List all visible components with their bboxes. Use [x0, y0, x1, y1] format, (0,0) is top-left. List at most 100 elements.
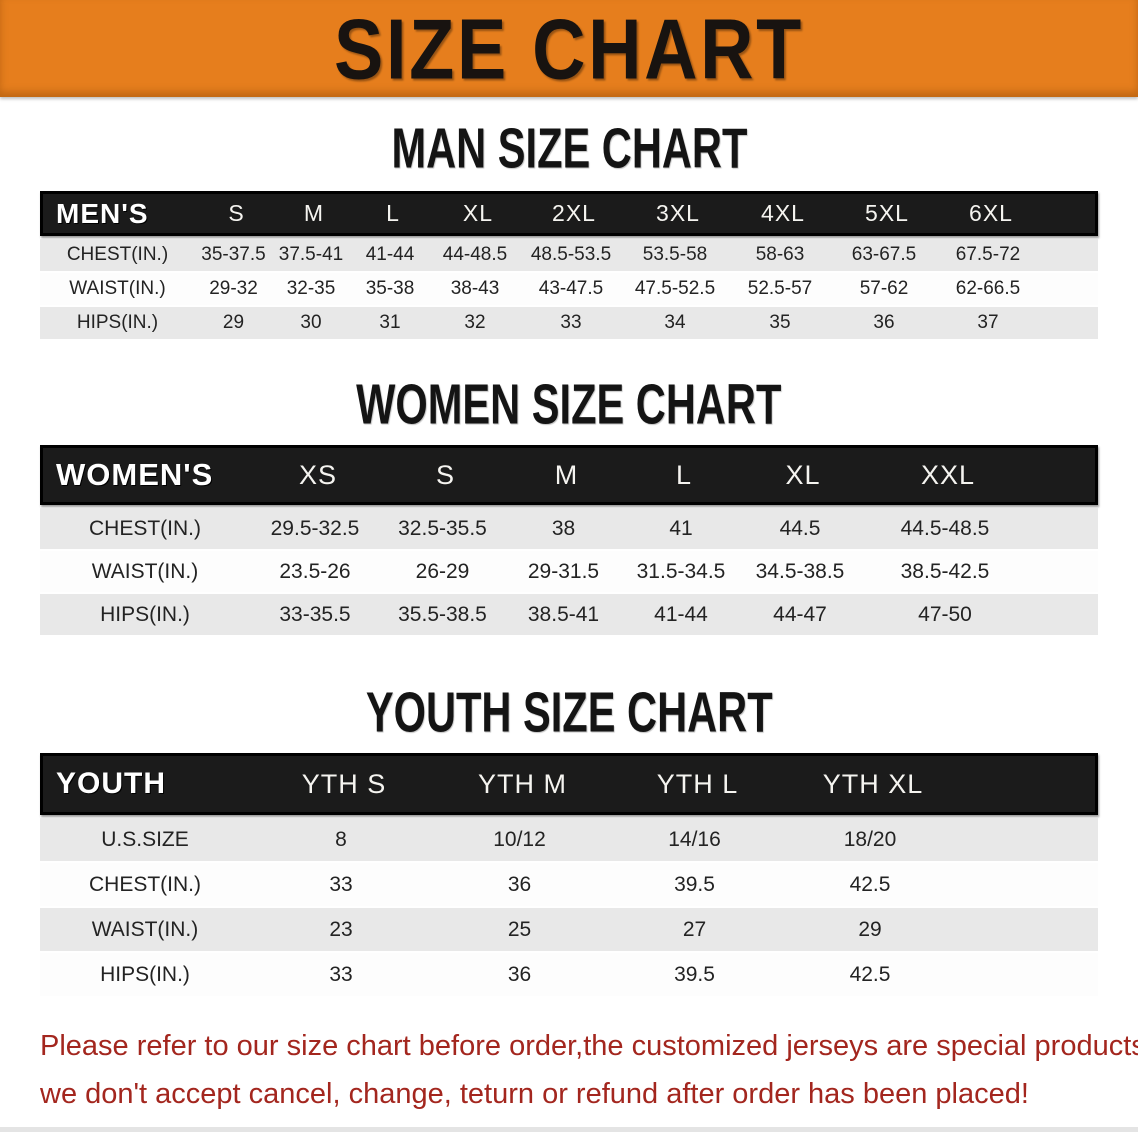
size-value-cell: 31 [379, 312, 401, 333]
women-section-heading: WOMEN SIZE CHART [0, 373, 1138, 437]
size-value-cell: 37.5-41 [278, 244, 344, 265]
men-col-4xl: 4XL [761, 200, 805, 226]
size-value-cell: 29.5-32.5 [270, 516, 360, 540]
size-value-cell: 57-62 [859, 278, 909, 299]
youth-header-label: YOUTH [56, 767, 166, 800]
men-header-label: MEN'S [56, 197, 149, 229]
men-col-5xl: 5XL [865, 200, 909, 226]
size-value-cell: 48.5-53.5 [530, 244, 612, 265]
men-col-2xl: 2XL [552, 200, 596, 226]
women-col-xl: XL [785, 459, 821, 490]
men-waist-row: WAIST(IN.) 29-32 32-35 35-38 38-43 43-47… [40, 273, 1098, 305]
size-value-cell: 8 [335, 827, 347, 851]
women-table-header: WOMEN'S XS S M L XL XXL [40, 445, 1098, 505]
size-value-cell: 29 [222, 312, 245, 333]
size-value-cell: 23 [329, 917, 353, 941]
size-value-cell: 32-35 [286, 278, 336, 299]
size-value-cell: 53.5-58 [642, 244, 708, 265]
women-col-s: S [435, 459, 455, 490]
banner: SIZE CHART [0, 0, 1138, 97]
row-label: HIPS(IN.) [76, 312, 159, 333]
size-value-cell: 32 [464, 312, 486, 333]
row-label: CHEST(IN.) [89, 516, 201, 540]
size-value-cell: 44.5-48.5 [900, 516, 990, 540]
size-value-cell: 33 [329, 962, 353, 986]
size-value-cell: 38 [551, 516, 576, 540]
size-value-cell: 29-32 [209, 278, 258, 299]
women-heading-text: WOMEN SIZE CHART [356, 373, 782, 437]
size-value-cell: 44.5 [779, 516, 821, 540]
youth-ussize-row: U.S.SIZE 8 10/12 14/16 18/20 [40, 818, 1098, 861]
women-col-m: M [554, 459, 579, 490]
size-value-cell: 33-35.5 [279, 602, 351, 626]
women-waist-row: WAIST(IN.) 23.5-26 26-29 29-31.5 31.5-34… [40, 551, 1098, 592]
size-value-cell: 36 [507, 962, 532, 986]
size-value-cell: 38.5-41 [527, 602, 600, 626]
size-value-cell: 29 [858, 917, 882, 941]
disclaimer-line-1: Please refer to our size chart before or… [40, 1030, 1138, 1062]
size-value-cell: 33 [329, 872, 353, 896]
disclaimer: Please refer to our size chart before or… [40, 1022, 1138, 1118]
men-col-xl: XL [462, 200, 494, 226]
size-value-cell: 47.5-52.5 [634, 278, 716, 299]
youth-chest-row: CHEST(IN.) 33 36 39.5 42.5 [40, 863, 1098, 906]
size-value-cell: 10/12 [493, 827, 546, 851]
row-label: CHEST(IN.) [89, 872, 201, 896]
row-label: WAIST(IN.) [91, 559, 199, 583]
row-label: CHEST(IN.) [66, 244, 169, 265]
size-value-cell: 63-67.5 [851, 244, 917, 265]
size-value-cell: 35.5-38.5 [398, 602, 487, 626]
size-value-cell: 42.5 [849, 962, 891, 986]
men-size-table: MEN'S S M L XL 2XL 3XL 4XL 5XL 6XL CHEST… [40, 191, 1098, 339]
bottom-edge-line [0, 1127, 1138, 1132]
size-value-cell: 39.5 [674, 962, 715, 986]
men-col-6xl: 6XL [969, 200, 1013, 226]
size-value-cell: 62-66.5 [955, 278, 1021, 299]
row-label: WAIST(IN.) [91, 917, 199, 941]
disclaimer-line-2: we don't accept cancel, change, teturn o… [40, 1078, 1029, 1110]
size-value-cell: 41 [669, 516, 693, 540]
youth-col-s: YTH S [301, 768, 387, 799]
size-value-cell: 36 [873, 312, 895, 333]
women-col-l: L [675, 459, 693, 490]
row-label: HIPS(IN.) [100, 962, 190, 986]
size-value-cell: 18/20 [843, 827, 897, 851]
men-col-s: S [228, 200, 245, 226]
row-label: WAIST(IN.) [69, 278, 166, 299]
row-label: HIPS(IN.) [100, 602, 190, 626]
size-value-cell: 25 [507, 917, 532, 941]
size-value-cell: 41-44 [365, 244, 415, 265]
men-heading-text: MAN SIZE CHART [391, 117, 747, 181]
size-value-cell: 35-38 [365, 278, 415, 299]
youth-size-table: YOUTH YTH S YTH M YTH L YTH XL U.S.SIZE … [40, 753, 1098, 996]
size-value-cell: 31.5-34.5 [636, 559, 726, 583]
size-value-cell: 32.5-35.5 [398, 516, 487, 540]
size-value-cell: 34.5-38.5 [755, 559, 845, 583]
men-col-3xl: 3XL [656, 200, 700, 226]
youth-section-heading: YOUTH SIZE CHART [0, 681, 1138, 745]
size-value-cell: 33 [560, 312, 582, 333]
size-value-cell: 30 [300, 312, 322, 333]
women-size-table: WOMEN'S XS S M L XL XXL CHEST(IN.) 29.5-… [40, 445, 1098, 635]
size-value-cell: 38-43 [450, 278, 500, 299]
men-col-l: L [386, 200, 400, 226]
size-value-cell: 67.5-72 [955, 244, 1021, 265]
size-value-cell: 44-47 [773, 602, 827, 626]
size-value-cell: 36 [507, 872, 532, 896]
size-value-cell: 42.5 [849, 872, 891, 896]
size-value-cell: 39.5 [674, 872, 715, 896]
youth-table-header: YOUTH YTH S YTH M YTH L YTH XL [40, 753, 1098, 815]
size-value-cell: 23.5-26 [279, 559, 351, 583]
women-col-xs: XS [298, 459, 338, 490]
size-value-cell: 35 [769, 312, 791, 333]
size-value-cell: 43-47.5 [538, 278, 604, 299]
men-section-heading: MAN SIZE CHART [0, 117, 1138, 181]
size-value-cell: 58-63 [755, 244, 805, 265]
youth-heading-text: YOUTH SIZE CHART [365, 681, 773, 745]
women-header-label: WOMEN'S [56, 457, 214, 492]
size-value-cell: 27 [682, 917, 707, 941]
size-value-cell: 35-37.5 [201, 244, 266, 265]
size-value-cell: 52.5-57 [747, 278, 813, 299]
row-label: U.S.SIZE [101, 827, 189, 851]
